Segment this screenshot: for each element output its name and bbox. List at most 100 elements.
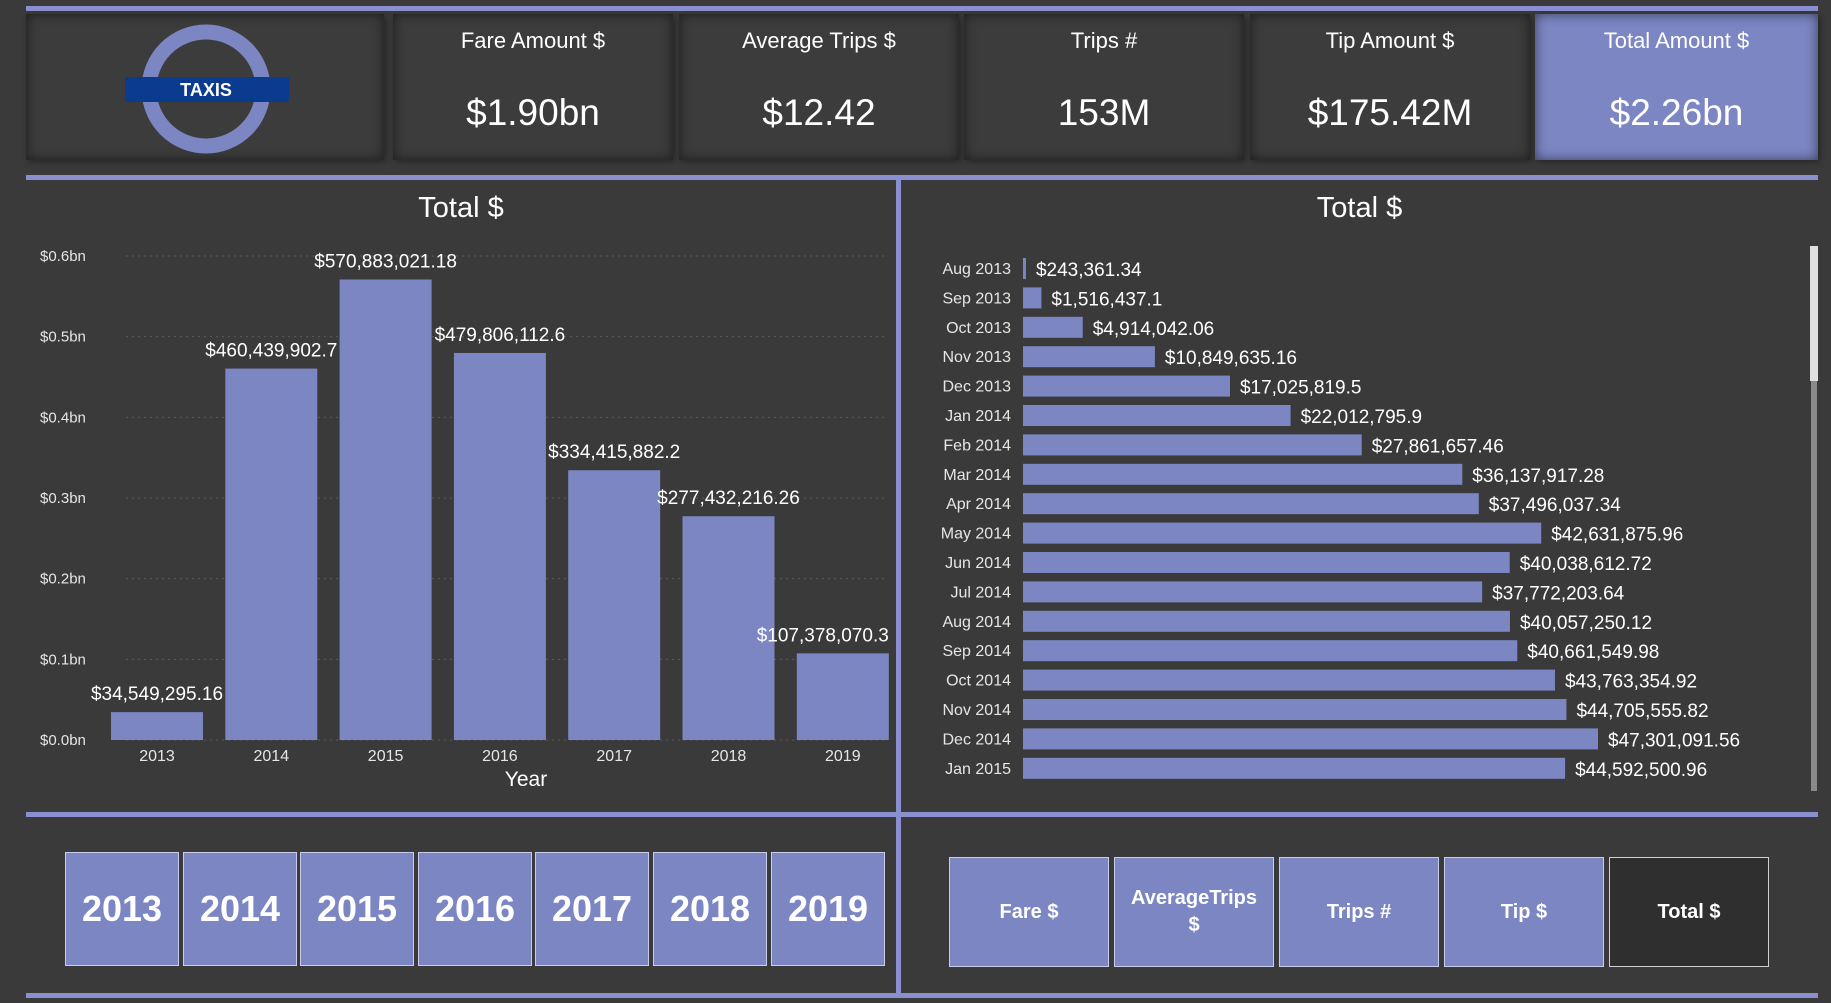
data-label: $22,012,795.9 bbox=[1301, 407, 1423, 428]
data-label: $107,378,070.3 bbox=[757, 625, 889, 646]
bar-oct-2013 bbox=[1023, 316, 1083, 338]
data-label: $4,914,042.06 bbox=[1093, 319, 1215, 340]
y-tick-label: Jul 2014 bbox=[951, 584, 1012, 601]
data-label: $40,038,612.72 bbox=[1520, 554, 1652, 575]
y-tick-label: $0.2bn bbox=[40, 571, 86, 588]
bar-nov-2014 bbox=[1023, 699, 1567, 720]
year-button-2018[interactable]: 2018 bbox=[653, 852, 767, 966]
bar-oct-2014 bbox=[1023, 669, 1555, 691]
year-button-2013[interactable]: 2013 bbox=[65, 852, 179, 966]
data-label: $460,439,902.7 bbox=[205, 341, 337, 362]
metric-button-trips[interactable]: Trips # bbox=[1279, 857, 1439, 967]
bar-sep-2013 bbox=[1023, 287, 1042, 309]
y-tick-label: Dec 2013 bbox=[943, 379, 1012, 396]
data-label: $37,772,203.64 bbox=[1492, 583, 1625, 604]
bar-apr-2014 bbox=[1023, 493, 1479, 515]
y-tick-label: Feb 2014 bbox=[943, 437, 1011, 454]
kpi-fare-amount: Fare Amount $ $1.90bn bbox=[393, 14, 673, 160]
bar-2018 bbox=[682, 516, 775, 740]
data-label: $479,806,112.6 bbox=[435, 325, 566, 346]
data-label: $37,496,037.34 bbox=[1489, 495, 1622, 516]
y-tick-label: $0.5bn bbox=[40, 329, 86, 346]
year-button-2019[interactable]: 2019 bbox=[771, 852, 885, 966]
data-label: $47,301,091.56 bbox=[1608, 730, 1740, 751]
y-tick-label: $0.3bn bbox=[40, 490, 86, 507]
year-button-2015[interactable]: 2015 bbox=[300, 852, 414, 966]
yearly-total-bar-chart: $0.0bn $0.1bn $0.2bn $0.3bn $0.4bn $0.5bn $0.6… bbox=[40, 248, 889, 791]
data-label: $42,631,875.96 bbox=[1551, 525, 1683, 546]
data-label: $10,849,635.16 bbox=[1165, 348, 1297, 369]
y-tick-label: $0.4bn bbox=[40, 409, 86, 426]
y-tick-label: Mar 2014 bbox=[943, 467, 1011, 484]
kpi-tip-amount: Tip Amount $ $175.42M bbox=[1250, 14, 1530, 160]
scrollbar-track[interactable] bbox=[1811, 246, 1817, 791]
kpi-divider bbox=[26, 175, 1818, 180]
bar-jan-2015 bbox=[1023, 757, 1566, 779]
data-label: $27,861,657.46 bbox=[1372, 436, 1504, 457]
kpi-value: $12.42 bbox=[762, 92, 876, 133]
logo-bar bbox=[125, 77, 289, 102]
kpi-title: Fare Amount $ bbox=[460, 28, 606, 53]
top-border bbox=[26, 6, 1818, 11]
y-tick-label: Jan 2015 bbox=[945, 761, 1011, 778]
y-tick-label: $0.0bn bbox=[40, 732, 86, 749]
kpi-trips: Trips # 153M bbox=[964, 14, 1244, 160]
kpi-value: $2.26bn bbox=[1609, 92, 1744, 133]
year-button-2016[interactable]: 2016 bbox=[418, 852, 532, 966]
kpi-average-trips: Average Trips $ $12.42 bbox=[679, 14, 959, 160]
scrollbar-thumb[interactable] bbox=[1810, 246, 1818, 381]
bar-2015 bbox=[339, 279, 432, 740]
y-tick-label: Aug 2014 bbox=[942, 614, 1011, 631]
year-button-2017[interactable]: 2017 bbox=[535, 852, 649, 966]
kpi-total-amount: Total Amount $ $2.26bn bbox=[1535, 14, 1818, 160]
metric-button-tip[interactable]: Tip $ bbox=[1444, 857, 1604, 967]
monthly-chart-title: Total $ bbox=[1316, 192, 1403, 224]
x-tick-label: 2016 bbox=[482, 748, 518, 765]
bar-sep-2014 bbox=[1023, 640, 1518, 662]
metric-button-average-trips[interactable]: AverageTrips $ bbox=[1114, 857, 1274, 967]
data-label: $1,516,437.1 bbox=[1051, 289, 1162, 310]
bar-aug-2013 bbox=[1023, 258, 1026, 279]
data-label: $44,592,500.96 bbox=[1575, 760, 1707, 781]
x-tick-label: 2013 bbox=[139, 748, 175, 765]
bar-2016 bbox=[453, 352, 546, 740]
kpi-value: $175.42M bbox=[1307, 92, 1473, 133]
year-button-2014[interactable]: 2014 bbox=[183, 852, 297, 966]
y-tick-label: Oct 2013 bbox=[946, 320, 1011, 337]
y-tick-label: Sep 2014 bbox=[942, 643, 1011, 660]
taxis-logo: TAXIS bbox=[125, 24, 289, 154]
x-tick-label: 2017 bbox=[596, 748, 632, 765]
bar-feb-2014 bbox=[1023, 434, 1362, 456]
x-tick-label: 2019 bbox=[825, 748, 861, 765]
bar-nov-2013 bbox=[1023, 346, 1155, 368]
monthly-total-bar-chart: Aug 2013 $243,361.34 Sep 2013 $1,516,437.1 O… bbox=[941, 246, 1818, 791]
chart-split bbox=[896, 180, 901, 812]
bar-2019 bbox=[796, 653, 889, 740]
y-tick-label: $0.6bn bbox=[40, 248, 86, 265]
bar-jul-2014 bbox=[1023, 581, 1483, 603]
x-tick-label: 2018 bbox=[711, 748, 747, 765]
bar-2017 bbox=[568, 470, 661, 740]
data-label: $40,661,549.98 bbox=[1527, 642, 1659, 663]
bar-jun-2014 bbox=[1023, 552, 1510, 573]
data-label: $570,883,021.18 bbox=[314, 251, 457, 272]
kpi-title: Trips # bbox=[1070, 28, 1138, 53]
bar-2013 bbox=[111, 712, 203, 740]
data-label: $334,415,882.2 bbox=[548, 442, 680, 463]
data-label: $277,432,216.26 bbox=[657, 488, 800, 509]
metric-button-total[interactable]: Total $ bbox=[1609, 857, 1769, 967]
y-tick-label: Sep 2013 bbox=[942, 290, 1011, 307]
y-tick-label: Dec 2014 bbox=[943, 731, 1012, 748]
y-tick-label: May 2014 bbox=[941, 526, 1011, 543]
bar-2014 bbox=[225, 368, 318, 740]
slicer-split bbox=[896, 817, 901, 993]
y-tick-label: Jan 2014 bbox=[945, 408, 1011, 425]
kpi-value: $1.90bn bbox=[466, 92, 600, 133]
metric-button-fare[interactable]: Fare $ bbox=[949, 857, 1109, 967]
logo-card: TAXIS bbox=[26, 14, 384, 160]
kpi-value: 153M bbox=[1057, 92, 1151, 133]
bottom-border bbox=[26, 993, 1818, 998]
data-label: $36,137,917.28 bbox=[1472, 466, 1604, 487]
yearly-chart-title: Total $ bbox=[418, 192, 504, 224]
bar-aug-2014 bbox=[1023, 610, 1510, 632]
